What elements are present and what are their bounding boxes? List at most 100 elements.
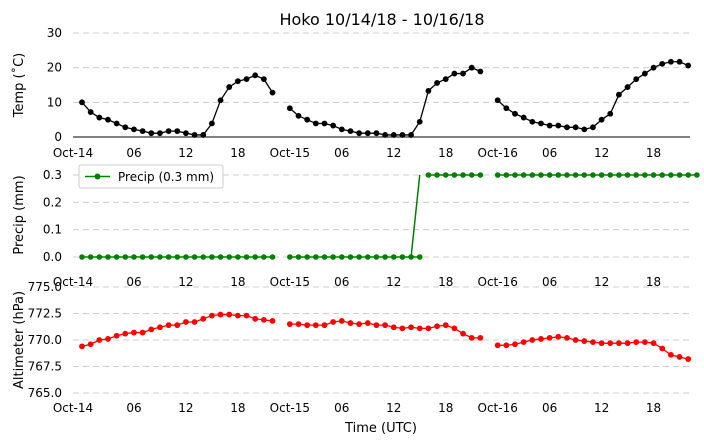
- altimeter-point: [399, 325, 406, 332]
- precip-legend-box: [78, 164, 224, 189]
- precip-point: [598, 172, 605, 178]
- precip-x-tick-label: 18: [646, 275, 661, 289]
- precip-point: [226, 254, 233, 260]
- temp-line: [289, 66, 481, 136]
- temp-x-tick-label: 06: [126, 146, 141, 160]
- altimeter-point: [347, 320, 354, 326]
- temp-point: [555, 122, 562, 129]
- altimeter-y-tick-label: 772.5: [28, 307, 62, 321]
- temp-point: [113, 120, 120, 127]
- precip-x-tick-label: Oct-15: [270, 275, 310, 289]
- precip-point: [451, 172, 458, 178]
- temp-point: [676, 58, 683, 65]
- precip-point: [616, 172, 622, 178]
- temp-point: [590, 124, 596, 131]
- precip-point: [676, 172, 683, 178]
- temp-point: [650, 64, 657, 71]
- precip-x-tick-label: 12: [178, 275, 193, 289]
- temp-y-tick-label: 0: [54, 130, 62, 144]
- temp-point: [321, 120, 328, 127]
- precip-point: [79, 254, 85, 260]
- altimeter-point: [200, 315, 207, 322]
- altimeter-point: [460, 330, 466, 337]
- altimeter-point: [338, 318, 345, 324]
- temp-point: [460, 70, 466, 77]
- temp-point: [390, 132, 397, 138]
- precip-point: [339, 254, 345, 260]
- precip-point: [157, 254, 163, 260]
- altimeter-point: [321, 322, 328, 329]
- precip-point: [356, 254, 362, 260]
- altimeter-point: [269, 318, 276, 324]
- altimeter-point: [390, 324, 397, 331]
- precip-point: [148, 254, 155, 260]
- temp-x-ticks: Oct-14 06 12 18 Oct-15 06 12 18 Oct-16 06 12 18: [53, 146, 661, 160]
- precip-point: [512, 172, 518, 178]
- altimeter-point: [581, 338, 588, 344]
- precip-point: [347, 254, 354, 260]
- temp-point: [87, 109, 94, 115]
- precip-point: [295, 254, 302, 260]
- altimeter-point: [243, 312, 250, 319]
- temp-point: [477, 68, 484, 75]
- altimeter-point: [512, 341, 518, 348]
- temp-x-tick-label: 12: [386, 146, 401, 160]
- precip-point: [685, 172, 691, 178]
- precip-panel: 0.00.10.20.3 Oct-14 06 12 18 Oct-15 06 12 18 Oct…: [12, 164, 700, 289]
- temp-y-axis-label: Temp (˚C): [11, 53, 27, 119]
- temp-point: [399, 132, 406, 138]
- precip-x-tick-label: 12: [594, 275, 609, 289]
- temp-point: [624, 84, 631, 90]
- temp-x-tick-label: 18: [438, 146, 453, 160]
- altimeter-point: [659, 345, 666, 352]
- altimeter-point: [408, 324, 414, 331]
- altimeter-point: [312, 322, 319, 329]
- altimeter-point: [87, 341, 94, 348]
- precip-point: [425, 172, 432, 178]
- precip-point: [304, 254, 310, 260]
- altimeter-point: [442, 322, 449, 329]
- precip-point: [269, 254, 276, 260]
- temp-point: [633, 76, 640, 83]
- altimeter-point: [425, 325, 432, 332]
- altimeter-point: [538, 336, 544, 342]
- altimeter-point: [234, 312, 241, 319]
- temp-point: [546, 122, 553, 129]
- chart-title: Hoko 10/14/18 - 10/16/18: [279, 10, 484, 29]
- precip-point: [191, 254, 198, 260]
- precip-step-line: [410, 174, 421, 258]
- altimeter-x-tick-label: 18: [230, 401, 245, 415]
- precip-point: [217, 254, 224, 260]
- altimeter-y-tick-label: 767.5: [28, 360, 62, 374]
- altimeter-x-tick-label: 18: [646, 401, 661, 415]
- temp-point: [451, 70, 458, 77]
- altimeter-point: [624, 340, 631, 347]
- precip-point: [382, 254, 388, 260]
- precip-legend: Precip (0.3 mm): [78, 164, 224, 189]
- altimeter-point: [157, 324, 163, 331]
- temp-point: [79, 99, 85, 106]
- temp-point: [269, 89, 276, 96]
- temp-point: [364, 130, 371, 137]
- altimeter-series: [79, 311, 692, 362]
- temp-point: [234, 78, 241, 85]
- altimeter-point: [79, 343, 85, 350]
- altimeter-point: [260, 316, 267, 323]
- altimeter-x-tick-label: 18: [438, 401, 453, 415]
- altimeter-point: [382, 322, 388, 329]
- altimeter-x-tick-label: 06: [542, 401, 557, 415]
- precip-point: [520, 172, 527, 178]
- temp-grid: [73, 32, 690, 103]
- temp-point: [165, 128, 172, 135]
- altimeter-point: [555, 333, 562, 340]
- temp-point: [442, 76, 449, 83]
- temp-line: [497, 61, 689, 131]
- precip-point: [477, 172, 484, 178]
- altimeter-y-tick-label: 770.0: [28, 333, 62, 347]
- altimeter-x-tick-label: Oct-14: [53, 401, 93, 415]
- temp-point: [607, 110, 614, 117]
- altimeter-point: [226, 311, 233, 318]
- temp-x-tick-label: 12: [594, 146, 609, 160]
- altimeter-point: [356, 321, 363, 327]
